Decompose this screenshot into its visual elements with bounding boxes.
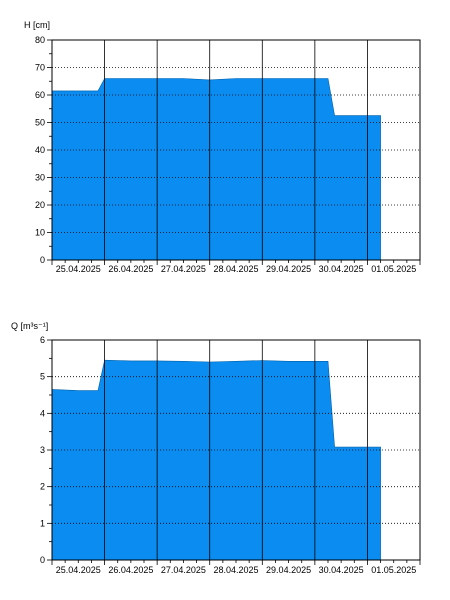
x-tick-label: 28.04.2025 xyxy=(213,565,258,575)
x-tick-label: 25.04.2025 xyxy=(56,565,101,575)
x-tick-label: 27.04.2025 xyxy=(161,264,206,274)
area-series-1 xyxy=(51,359,381,561)
x-tick-label: 28.04.2025 xyxy=(213,264,258,274)
x-tick-label: 29.04.2025 xyxy=(266,565,311,575)
x-tick-label: 29.04.2025 xyxy=(266,264,311,274)
y-tick-label: 2 xyxy=(40,482,45,492)
y-tick-label: 80 xyxy=(35,35,45,45)
x-tick-label: 27.04.2025 xyxy=(161,565,206,575)
y-tick-label: 0 xyxy=(40,555,45,565)
x-tick-label: 01.05.2025 xyxy=(371,264,416,274)
y-tick-label: 1 xyxy=(40,518,45,528)
y-tick-label: 30 xyxy=(35,173,45,183)
y-tick-label: 20 xyxy=(35,200,45,210)
x-tick-label: 26.04.2025 xyxy=(108,264,153,274)
x-tick-label: 01.05.2025 xyxy=(371,565,416,575)
x-tick-label: 26.04.2025 xyxy=(108,565,153,575)
area-series-1 xyxy=(51,78,381,261)
x-tick-label: 30.04.2025 xyxy=(319,264,364,274)
y-tick-label: 50 xyxy=(35,118,45,128)
y-tick-label: 40 xyxy=(35,145,45,155)
chart-panel-2: 0 1 2 3 4 5 6 25.04.2025 26.04.2025 27.04.2025 28.… xyxy=(11,321,421,575)
x-tick-label: 30.04.2025 xyxy=(319,565,364,575)
y-tick-label: 0 xyxy=(40,255,45,265)
y-tick-label: 10 xyxy=(35,228,45,238)
y-tick-label: 5 xyxy=(40,372,45,382)
y-axis-title: Q [m³s⁻¹] xyxy=(11,321,48,331)
x-tick-label: 25.04.2025 xyxy=(56,264,101,274)
y-tick-label: 6 xyxy=(40,335,45,345)
y-axis-title: H [cm] xyxy=(24,20,50,30)
y-tick-label: 3 xyxy=(40,445,45,455)
y-tick-label: 4 xyxy=(40,408,45,418)
y-tick-label: 60 xyxy=(35,90,45,100)
chart-panel-1: 0 10 20 30 40 50 60 70 80 25.04.2025 26.04.2025 27.… xyxy=(24,20,421,274)
y-tick-label: 70 xyxy=(35,63,45,73)
